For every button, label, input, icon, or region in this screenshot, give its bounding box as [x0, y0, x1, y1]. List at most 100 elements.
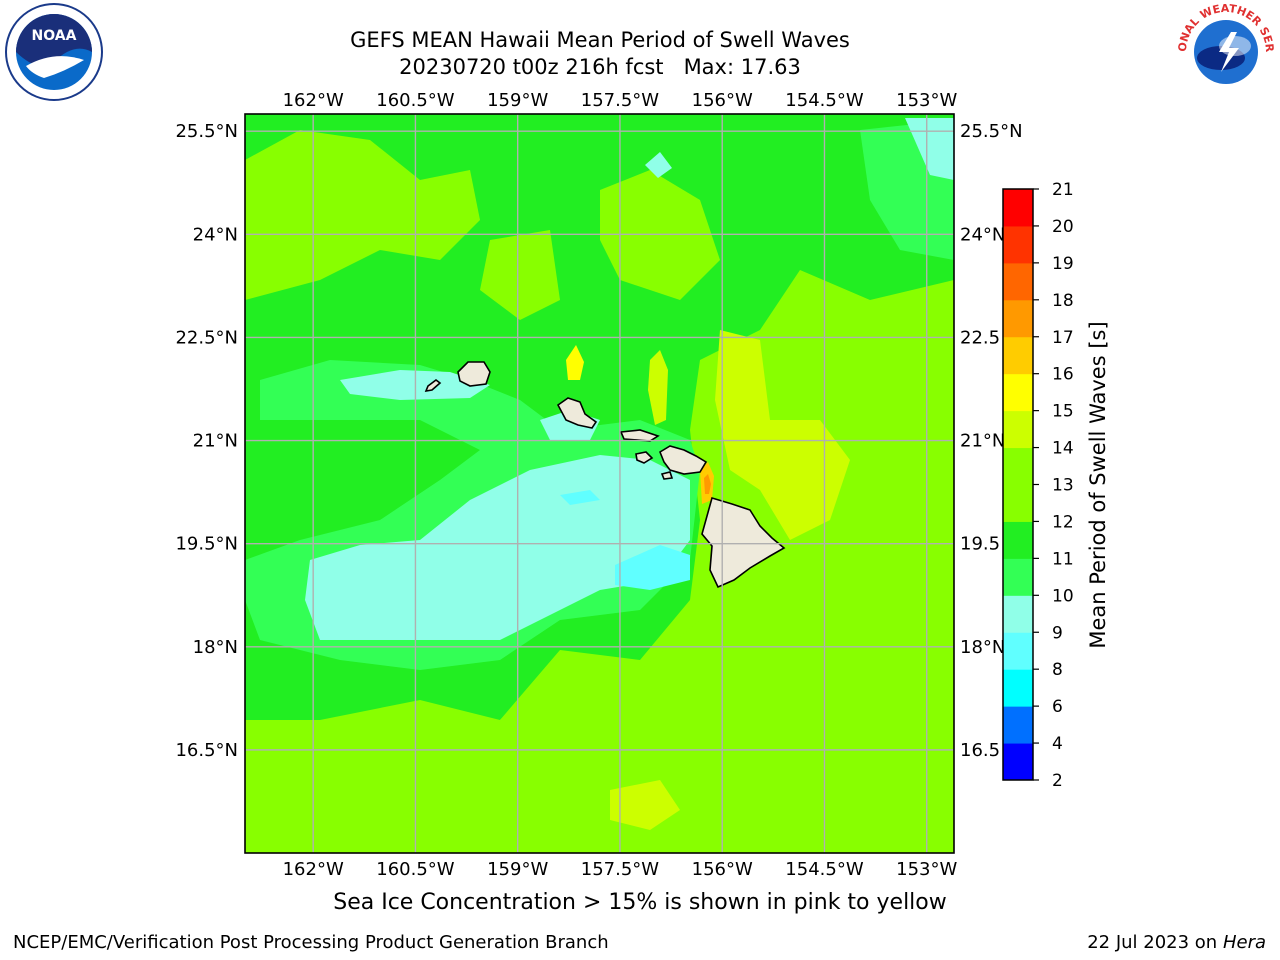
lon-tick-label-top: 157.5°W	[581, 90, 660, 111]
lon-tick-label-top: 154.5°W	[785, 90, 864, 111]
colorbar-tick-label: 10	[1052, 586, 1074, 606]
colorbar-tick-label: 16	[1052, 365, 1074, 385]
footer-credit: NCEP/EMC/Verification Post Processing Pr…	[13, 932, 609, 953]
lat-tick-label-left: 18°N	[193, 637, 238, 658]
lat-tick-label-left: 25.5°N	[175, 121, 238, 142]
lon-tick-label-bottom: 154.5°W	[785, 859, 864, 880]
field-14-16s-ridge-oahu	[566, 345, 584, 380]
colorbar-bin	[1003, 189, 1033, 227]
colorbar-tick-label: 21	[1052, 180, 1074, 200]
longitude-tick-labels-top: 162°W 160.5°W 159°W 157.5°W 156°W 154.5°W 153°…	[283, 90, 958, 111]
colorbar-bin	[1003, 373, 1033, 412]
field-13-14s-oahu-ridge	[648, 350, 668, 425]
island-kahoolawe	[660, 471, 674, 480]
colorbar-tick-label: 13	[1052, 476, 1074, 496]
island-oahu	[556, 397, 598, 429]
field-13-14s-south	[610, 780, 680, 830]
colorbar-tick-label: 18	[1052, 291, 1074, 311]
lon-tick-label-bottom: 153°W	[896, 859, 957, 880]
colorbar-bin	[1003, 484, 1033, 522]
field-12-13s-southwest-edge	[245, 730, 400, 853]
colorbar-bin	[1003, 669, 1033, 707]
colorbar-bin	[1003, 595, 1033, 633]
noaa-logo: NOAA	[5, 3, 103, 101]
chart-title: GEFS MEAN Hawaii Mean Period of Swell Wa…	[350, 28, 850, 52]
island-molokai	[619, 429, 660, 442]
lat-tick-label-left: 16.5°N	[175, 740, 238, 761]
colorbar-tick-label: 9	[1052, 623, 1063, 643]
field-13-14s-hawaii-east	[715, 330, 850, 540]
lat-tick-label-right: 16.5	[960, 740, 1000, 761]
colorbar-bin	[1003, 558, 1033, 596]
latitude-tick-labels-right: 25.5°N 24°N 22.5 21°N 19.5 18°N 16.5	[960, 121, 1023, 761]
lat-tick-label-right: 21°N	[960, 431, 1005, 452]
lon-tick-label-top: 160.5°W	[376, 90, 455, 111]
colorbar-bin	[1003, 410, 1033, 449]
colorbar: 2 4 6 8 9 10 11 12 13 14 15 16 17 18 19 20 21	[1002, 180, 1074, 791]
colorbar-bin	[1003, 706, 1033, 744]
lat-tick-label-right: 19.5	[960, 534, 1000, 555]
colorbar-tick-label: 15	[1052, 402, 1074, 422]
swell-period-field	[245, 114, 954, 853]
field-9-10s-northeast	[905, 118, 954, 180]
colorbar-tick-label: 20	[1052, 217, 1074, 237]
lon-tick-label-bottom: 160.5°W	[376, 859, 455, 880]
island-kauai	[457, 361, 491, 387]
longitude-tick-labels-bottom: 162°W 160.5°W 159°W 157.5°W 156°W 154.5°W 153°…	[283, 859, 958, 880]
map-frame	[244, 113, 955, 854]
colorbar-tick-label: 2	[1052, 771, 1063, 791]
lat-tick-label-right: 25.5°N	[960, 121, 1023, 142]
longitude-gridlines	[312, 114, 928, 853]
colorbar-label: Mean Period of Swell Waves [s]	[1086, 321, 1110, 648]
colorbar-bin	[1003, 447, 1033, 485]
colorbar-bin	[1003, 262, 1033, 301]
field-9-10s-band	[305, 455, 690, 640]
colorbar-tick-label: 4	[1052, 734, 1063, 754]
svg-text:NOAA: NOAA	[32, 28, 77, 44]
colorbar-tick-label: 14	[1052, 439, 1074, 459]
sea-ice-caption: Sea Ice Concentration > 15% is shown in …	[333, 890, 947, 915]
lon-tick-label-bottom: 162°W	[283, 859, 344, 880]
lon-tick-label-bottom: 157.5°W	[581, 859, 660, 880]
lon-tick-label-top: 156°W	[692, 90, 753, 111]
colorbar-bin	[1003, 521, 1033, 559]
lat-tick-label-left: 22.5°N	[175, 327, 238, 348]
colorbar-bin	[1003, 299, 1033, 338]
latitude-tick-labels-left: 25.5°N 24°N 22.5°N 21°N 19.5°N 18°N 16.5°N	[175, 121, 238, 761]
lon-tick-label-bottom: 156°W	[692, 859, 753, 880]
field-8-9s-south	[615, 545, 690, 590]
island-niihau	[424, 379, 442, 393]
chart-subtitle: 20230720 t00z 216h fcst Max: 17.63	[399, 55, 801, 79]
lat-tick-label-right: 22.5	[960, 327, 1000, 348]
colorbar-tick-label: 6	[1052, 697, 1063, 717]
lon-tick-label-top: 159°W	[487, 90, 548, 111]
colorbar-tick-label: 19	[1052, 254, 1074, 274]
island-lanai	[635, 451, 654, 464]
lon-tick-label-top: 162°W	[283, 90, 344, 111]
lat-tick-label-left: 21°N	[193, 431, 238, 452]
island-maui	[659, 445, 708, 475]
field-9-10s-north	[645, 152, 672, 178]
colorbar-tick-label: 11	[1052, 549, 1074, 569]
nws-logo: NATIONAL WEATHER SERVICE	[1175, 2, 1276, 100]
latitude-gridlines	[245, 130, 954, 751]
field-12-13s-center	[480, 230, 560, 320]
colorbar-bin	[1003, 225, 1033, 264]
lat-tick-label-left: 19.5°N	[175, 534, 238, 555]
lat-tick-label-right: 18°N	[960, 637, 1005, 658]
footer-date: 22 Jul 2023 on Hera	[1087, 932, 1266, 953]
lat-tick-label-left: 24°N	[193, 224, 238, 245]
colorbar-tick-label: 8	[1052, 660, 1063, 680]
colorbar-bin	[1003, 632, 1033, 670]
footer-host: Hera	[1222, 932, 1266, 953]
lon-tick-label-bottom: 159°W	[487, 859, 548, 880]
lat-tick-label-right: 24°N	[960, 224, 1005, 245]
lon-tick-label-top: 153°W	[896, 90, 957, 111]
colorbar-tick-label: 17	[1052, 328, 1074, 348]
colorbar-tick-label: 12	[1052, 512, 1074, 532]
field-12-13s-northwest	[245, 130, 480, 300]
colorbar-bin	[1003, 336, 1033, 375]
colorbar-bin	[1003, 743, 1033, 781]
field-8-9s-channel	[560, 490, 600, 505]
